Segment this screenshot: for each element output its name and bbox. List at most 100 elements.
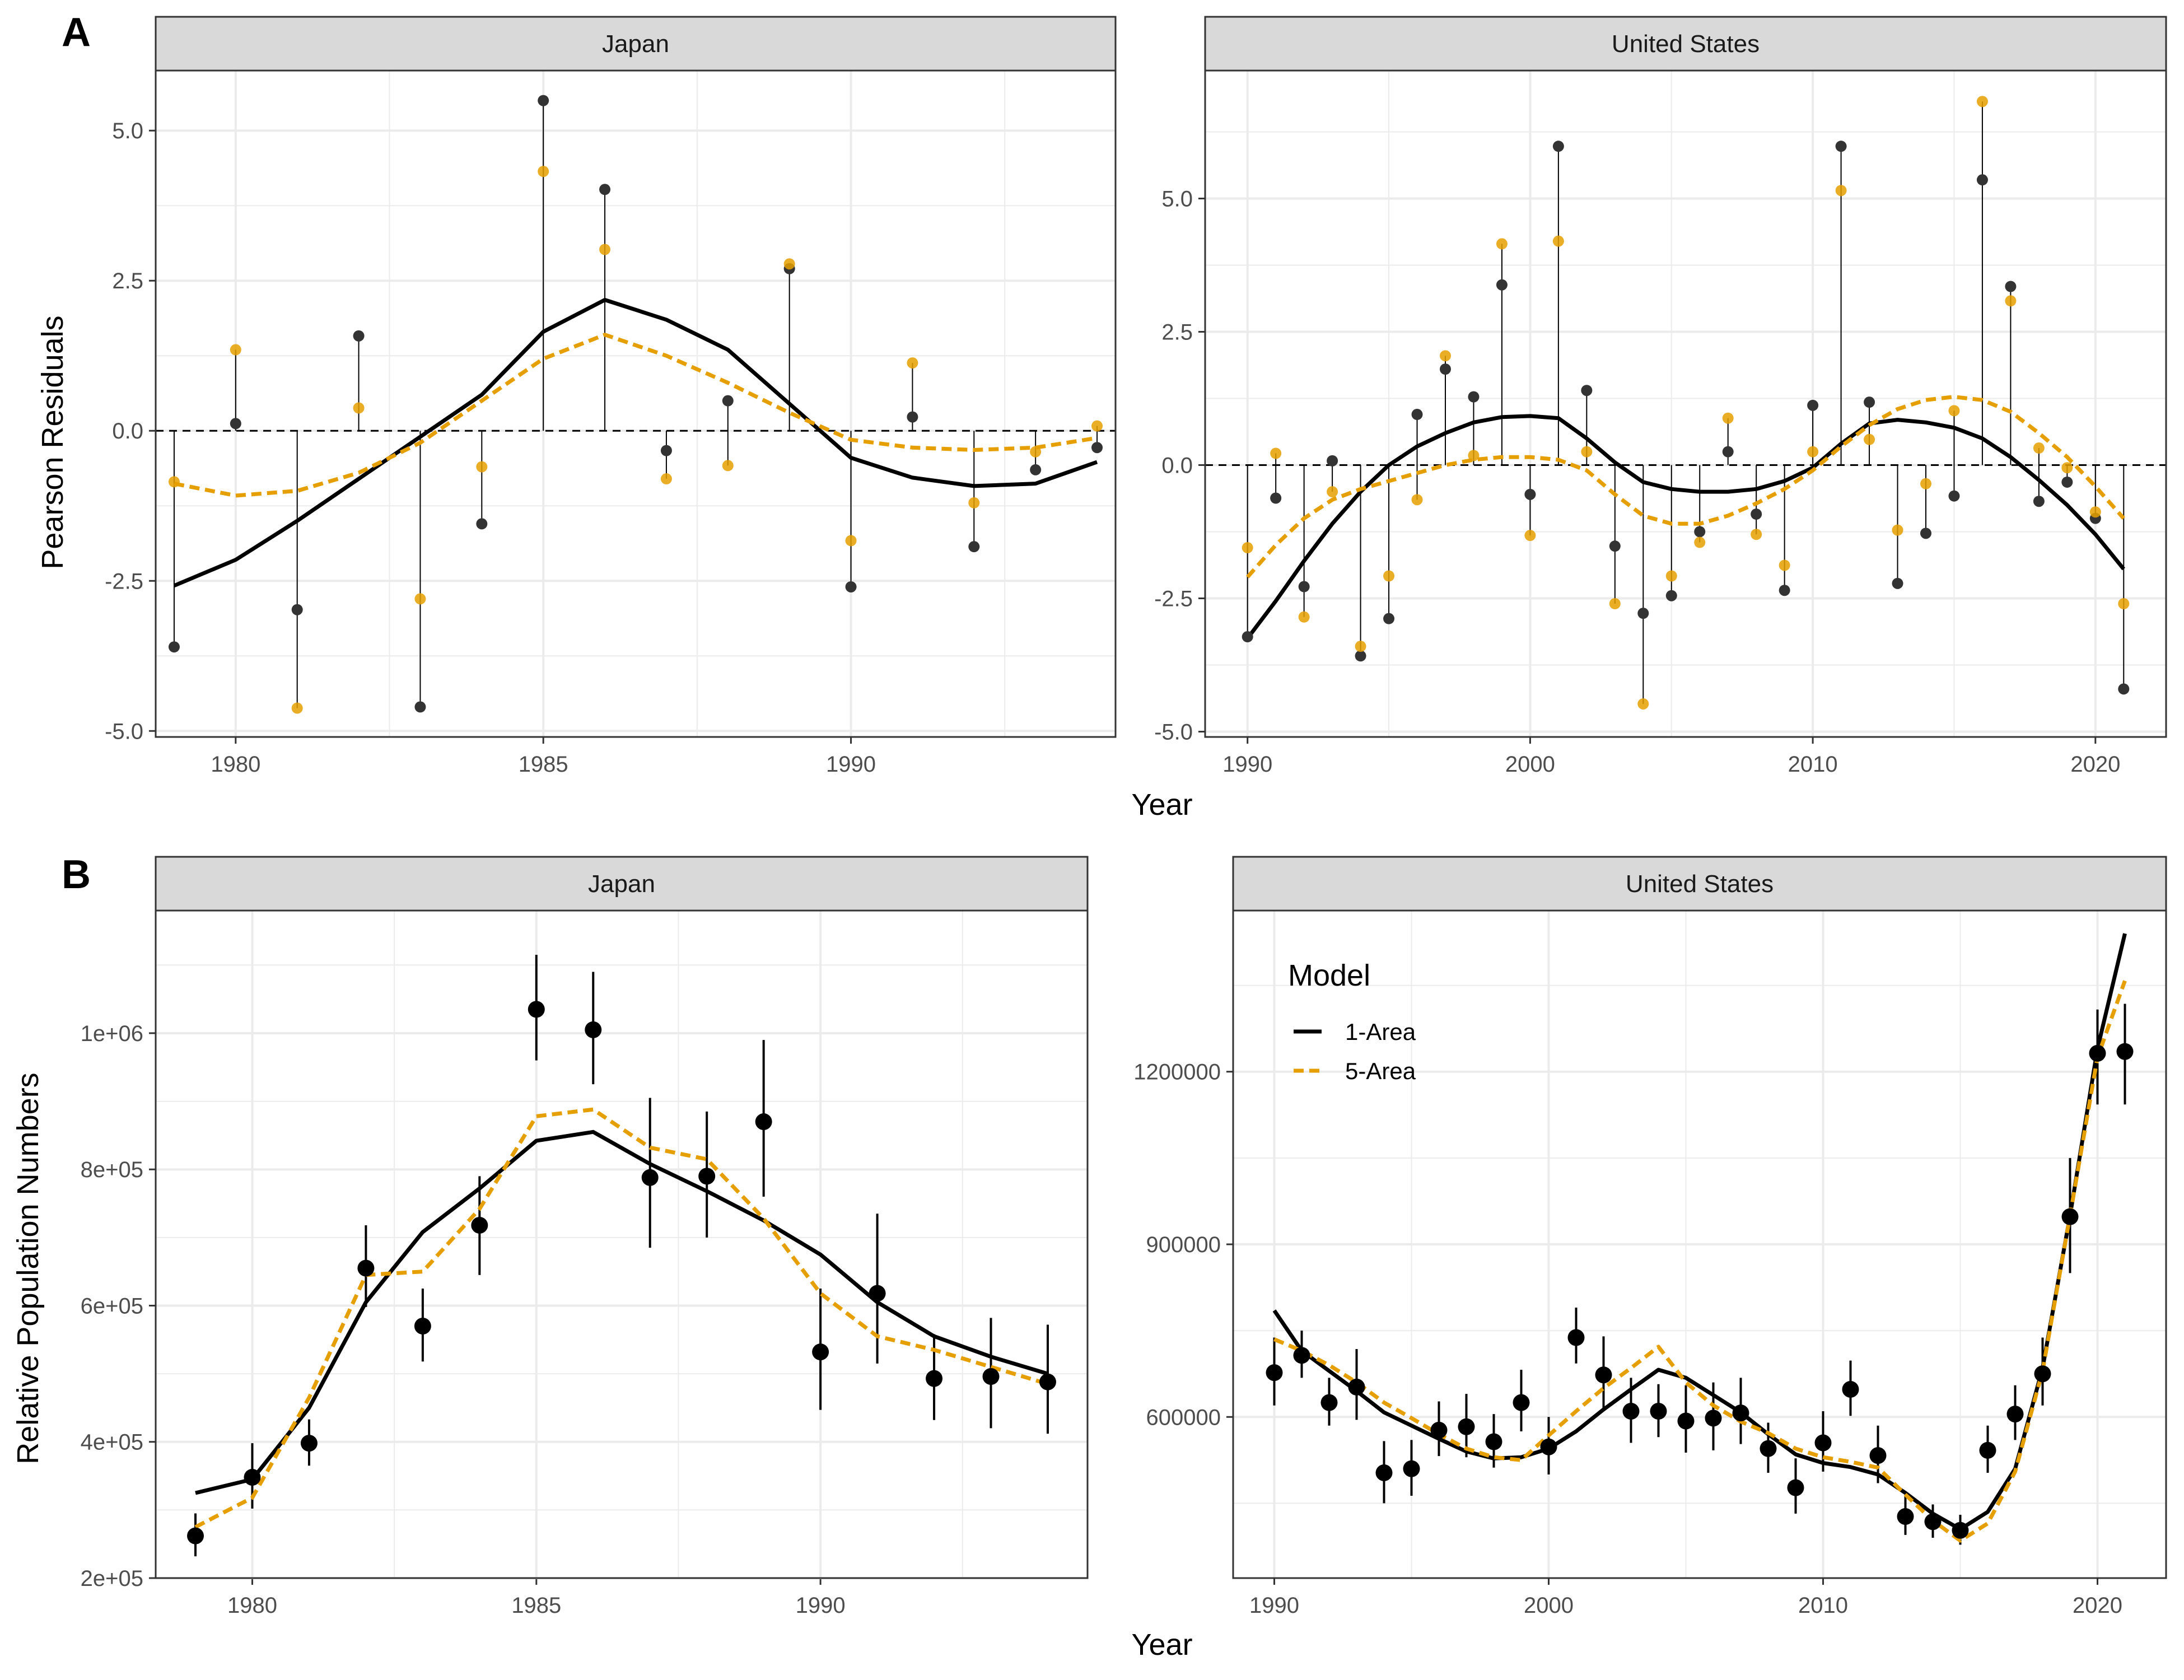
panel-a-united-states-point-5-area: [1411, 494, 1423, 506]
panel-b-japan-observed-point: [982, 1368, 1000, 1385]
panel-a-japan-point-1-area: [660, 445, 672, 456]
panel-a-japan-point-5-area: [1030, 446, 1042, 458]
panel-a-united-states-point-1-area: [1581, 385, 1593, 396]
panel-b-japan-observed-point: [528, 1001, 545, 1018]
panel-b-united-states-y-tick-label: 900000: [1146, 1233, 1221, 1257]
panel-a-japan-strip-label: Japan: [602, 30, 669, 58]
panel-a-united-states-point-5-area: [1892, 524, 1903, 536]
panel-a-united-states-point-1-area: [1270, 492, 1282, 504]
panel-a-united-states-point-1-area: [1242, 631, 1253, 643]
panel-a-united-states-point-5-area: [1552, 235, 1564, 247]
panel-a-japan-strip: [155, 16, 1117, 72]
panel-b-united-states-x-tick-label: 2010: [1798, 1593, 1848, 1618]
panel-a-united-states-point-1-area: [1411, 409, 1423, 421]
panel-a-united-states-plot-bg: [1205, 71, 2166, 737]
panel-a-united-states-point-1-area: [1948, 490, 1960, 502]
panel-a-united-states-point-1-area: [1524, 488, 1536, 500]
panel-a-japan-y-tick-label: 5.0: [112, 119, 143, 143]
panel-a-united-states-point-1-area: [1609, 540, 1621, 552]
panel-a-japan-point-1-area: [907, 411, 918, 423]
panel-a-united-states-point-5-area: [1581, 446, 1593, 458]
panel-a-japan-point-5-area: [538, 166, 549, 178]
panel-b-united-states-observed-point: [1348, 1378, 1365, 1396]
panel-a-united-states-point-5-area: [1440, 350, 1451, 362]
panel-b-japan-y-tick-label: 4e+05: [81, 1430, 143, 1455]
panel-label-b: B: [62, 852, 91, 897]
panel-a-japan-point-5-area: [230, 344, 241, 356]
panel-a-united-states-x-tick-label: 1990: [1222, 752, 1272, 777]
panel-a-japan-point-1-area: [168, 641, 180, 653]
panel-b-japan-observed-point: [585, 1021, 602, 1038]
panel-a-japan-point-5-area: [660, 473, 672, 485]
panel-a-japan-point-1-area: [291, 604, 303, 615]
panel-a-japan-point-5-area: [168, 476, 180, 488]
panel-a-united-states-point-1-area: [1976, 174, 1988, 186]
panel-a-united-states: United States 1990 2000 2010 2020 -5.0 -2.5 0.0…: [1154, 16, 2167, 777]
panel-a-japan-point-5-area: [476, 461, 488, 473]
panel-b-united-states-observed-point: [2006, 1406, 2024, 1423]
panel-a-united-states-point-5-area: [1524, 530, 1536, 542]
panel-a-united-states-point-5-area: [1665, 570, 1677, 582]
legend-label-5-area: 5-Area: [1345, 1058, 1416, 1084]
panel-b-united-states-observed-point: [1403, 1460, 1420, 1477]
panel-a-united-states-strip: [1204, 16, 2167, 72]
panel-a-united-states-point-5-area: [1298, 611, 1310, 623]
panel-b-united-states-observed-point: [1375, 1464, 1393, 1481]
panel-b-united-states-strip: [1232, 856, 2167, 912]
panel-b-japan-observed-point: [471, 1216, 488, 1234]
panel-b-japan-observed-point: [869, 1285, 886, 1302]
panel-a-japan-point-1-area: [599, 184, 611, 195]
panel-a-japan-point-1-area: [968, 541, 980, 553]
panel-b-japan-strip: [155, 856, 1089, 912]
panel-b-united-states-line-5-area: [1273, 980, 2127, 1543]
panel-a-japan-point-5-area: [414, 593, 426, 605]
panel-b-japan-line-1-area: [195, 1130, 1049, 1495]
panel-a-japan-point-5-area: [599, 244, 611, 255]
legend-label-1-area: 1-Area: [1345, 1019, 1416, 1045]
panel-a-united-states-point-1-area: [2033, 496, 2045, 507]
panel-b-japan-observed-point: [244, 1468, 261, 1486]
panel-b-japan-x-tick-label: 1990: [796, 1593, 846, 1618]
panel-a-united-states-line-5-area: [1246, 395, 2125, 578]
panel-b-united-states-observed-point: [1320, 1394, 1338, 1411]
panel-b-united-states-observed-point: [1650, 1403, 1667, 1420]
panel-a-united-states-y-tick-label: 2.5: [1161, 320, 1193, 344]
panel-b-japan-observed-point: [1039, 1373, 1056, 1390]
panel-b-united-states-observed-point: [2089, 1044, 2106, 1062]
panel-a-united-states-point-1-area: [1835, 141, 1847, 152]
panel-a-united-states-point-1-area: [1722, 446, 1734, 458]
panel-a-japan-point-5-area: [722, 460, 734, 472]
panel-b-japan-border: [155, 909, 1089, 1579]
panel-a-united-states-point-1-area: [1637, 608, 1649, 619]
panel-label-a: A: [62, 10, 91, 55]
panel-a-united-states-point-1-area: [1892, 577, 1903, 589]
panel-a-united-states-point-1-area: [2118, 683, 2130, 695]
panel-a-united-states-point-1-area: [1355, 650, 1366, 662]
panel-a-united-states-point-1-area: [1552, 141, 1564, 152]
panel-b-united-states-observed-point: [1842, 1380, 1859, 1398]
panel-b-japan-y-tick-label: 8e+05: [81, 1158, 143, 1182]
panel-a-japan-point-5-area: [1091, 420, 1103, 432]
panel-a-united-states-point-1-area: [1327, 455, 1338, 466]
panel-b-japan-observed-point: [926, 1370, 943, 1387]
panel-b-united-states-observed-point: [1952, 1522, 1969, 1539]
panel-a-united-states-point-5-area: [1609, 598, 1621, 609]
panel-a-japan-point-1-area: [230, 418, 241, 430]
panel-a-united-states-point-1-area: [1496, 279, 1508, 291]
panel-a-united-states-point-1-area: [1807, 399, 1819, 411]
panel-b-united-states-observed-point: [1513, 1394, 1530, 1411]
panel-b-united-states-observed-point: [1622, 1403, 1640, 1420]
panel-a-united-states-point-5-area: [2089, 506, 2101, 518]
x-axis-title-top: Year: [1131, 788, 1192, 822]
panel-b-japan-data: [187, 955, 1056, 1557]
panel-a-japan-line-1-area: [173, 298, 1098, 588]
panel-a-united-states-point-5-area: [1327, 486, 1338, 498]
panel-b-united-states-observed-point: [1732, 1404, 1749, 1422]
panel-a-united-states-point-1-area: [1920, 528, 1931, 539]
panel-a-japan-point-5-area: [353, 402, 365, 414]
panel-b-united-states-line-1-area: [1272, 933, 2127, 1532]
panel-a-japan-y-tick-label: -5.0: [105, 719, 143, 744]
panel-a-united-states-point-5-area: [1383, 570, 1395, 582]
panel-b-japan: Japan 1980 1985 1990 2e+05 4e+05 6e+05 8e+05 1e+…: [81, 856, 1089, 1618]
